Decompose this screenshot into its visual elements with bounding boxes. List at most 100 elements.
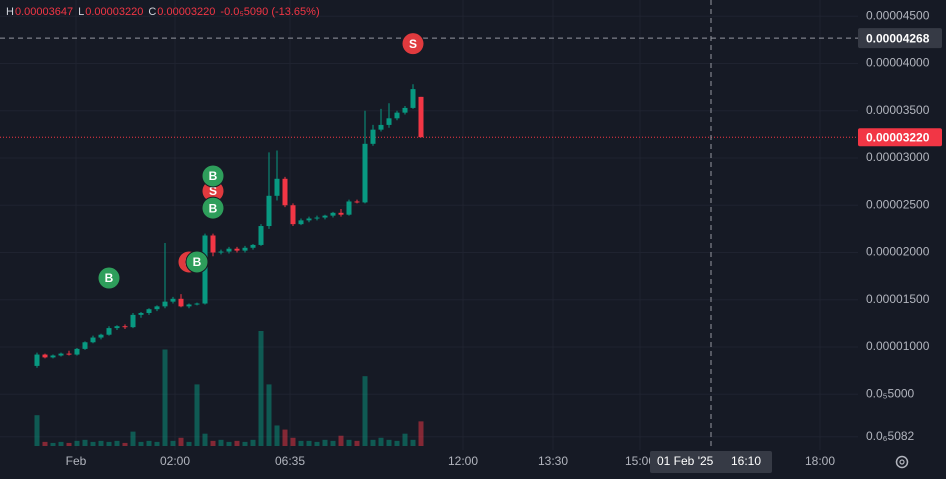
candle-body [370, 129, 376, 144]
y-tick-label: 0.00003500 [866, 103, 930, 117]
candle-body [266, 195, 272, 227]
volume-bar [370, 439, 376, 446]
volume-bar [386, 439, 392, 446]
volume-bar [122, 442, 128, 446]
volume-bar [146, 440, 152, 446]
y-tick-label: 0.00004500 [866, 8, 930, 22]
candle-body [34, 354, 40, 366]
volume-bar [362, 376, 368, 446]
trade-marker [201, 196, 225, 220]
x-tick-label: 12:00 [448, 454, 478, 468]
volume-bar [250, 439, 256, 446]
candle-body [250, 244, 256, 248]
volume-bar [346, 439, 352, 446]
crosshair-time-box [650, 451, 772, 473]
candle-body [234, 248, 240, 251]
candle-body [242, 247, 248, 251]
trade-marker [185, 250, 209, 274]
y-tick-label: 0.00001500 [866, 292, 930, 306]
candle-body [122, 326, 128, 328]
last-price-box [858, 128, 942, 147]
candle-body [154, 306, 160, 310]
candle-body [394, 112, 400, 119]
volume-bar [34, 415, 40, 446]
ohlc-key: C [148, 6, 156, 18]
volume-bar [402, 433, 408, 446]
crosshair-date-label: 01 Feb '25 [657, 454, 714, 468]
candle-body [290, 205, 296, 225]
candle-body [306, 218, 312, 221]
volume-bar [42, 441, 48, 446]
volume-bar [330, 440, 336, 446]
trade-marker-label: S [209, 184, 217, 198]
volume-bar [162, 349, 168, 446]
candle-body [226, 248, 232, 252]
trade-marker-label: B [209, 169, 218, 183]
volume-bar [98, 440, 104, 446]
gear-ring[interactable] [895, 455, 909, 469]
volume-bar [170, 440, 176, 446]
volume-bar [178, 437, 184, 446]
candle-body [98, 334, 104, 338]
y-tick-label: 0.0₆5082 [866, 429, 915, 443]
volume-bar [58, 441, 64, 446]
volume-bar [90, 441, 96, 446]
volume-bar [258, 331, 264, 446]
volume-bar [202, 433, 208, 446]
trade-marker [201, 164, 225, 188]
change-value: -0.0₅5090 (-13.65%) [220, 6, 319, 18]
trade-marker [401, 32, 425, 56]
volume-bar [226, 441, 232, 446]
volume-bar [314, 441, 320, 446]
volume-bar [338, 435, 344, 446]
volume-bar [378, 437, 384, 446]
ohlc-value: 0.00003220 [85, 6, 143, 18]
settings-icon[interactable] [895, 455, 909, 469]
y-tick-label: 0.00001000 [866, 339, 930, 353]
candle-body [378, 124, 384, 130]
volume-bar [194, 384, 200, 446]
volume-bar [106, 441, 112, 446]
candle-body [330, 212, 336, 216]
candle-body [170, 298, 176, 302]
candle-body [282, 178, 288, 206]
y-tick-label: 0.00003000 [866, 150, 930, 164]
crosshair-price-label: 0.00004268 [866, 31, 930, 45]
volume-bar [242, 441, 248, 446]
y-tick-label: 0.0₅5000 [866, 386, 915, 400]
gear-hub[interactable] [899, 459, 905, 465]
candle-body [338, 212, 344, 215]
x-tick-label: 15:00 [625, 454, 655, 468]
candle-body [210, 235, 216, 253]
volume-bar [138, 441, 144, 446]
candle-body [218, 251, 224, 253]
candle-body [346, 201, 352, 215]
volume-bar [210, 440, 216, 446]
ohlc-value: 0.00003220 [157, 6, 215, 18]
trade-marker [97, 266, 121, 290]
candle-body [274, 178, 280, 196]
candle-body [90, 337, 96, 343]
trade-marker-label: B [209, 201, 218, 215]
volume-bar [410, 439, 416, 446]
volume-bar [290, 437, 296, 446]
candle-body [258, 226, 264, 245]
volume-bar [66, 442, 72, 446]
candle-body [410, 89, 416, 108]
crosshair-price-box [858, 28, 942, 49]
candle-body [386, 118, 392, 125]
volume-bar [266, 384, 272, 446]
candle-body [178, 298, 184, 307]
volume-bar [274, 425, 280, 446]
y-tick-label: 0.00002000 [866, 245, 930, 259]
candle-body [58, 353, 64, 356]
volume-bar [154, 441, 160, 446]
candle-body [74, 348, 80, 355]
candle-body [186, 304, 192, 307]
candle-body [66, 353, 72, 355]
volume-bar [74, 440, 80, 446]
ohlc-value: 0.00003647 [15, 6, 73, 18]
